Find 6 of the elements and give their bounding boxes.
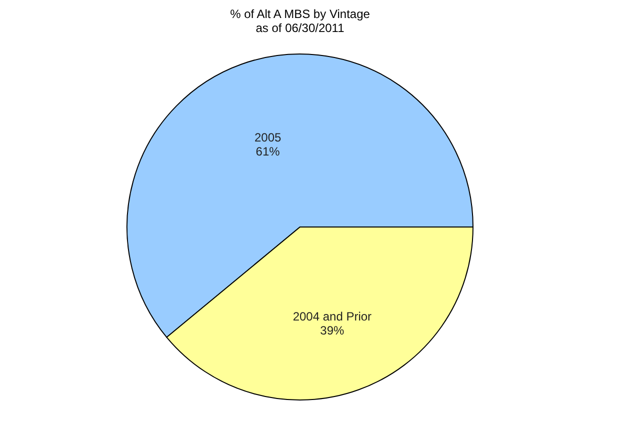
slice-label: 2004 and Prior (292, 309, 372, 324)
data-label: 61% (256, 144, 280, 159)
slice-label: 2005 (254, 130, 282, 145)
data-label: 39% (320, 323, 345, 338)
chart-subtitle: as of 06/30/2011 (256, 21, 345, 35)
chart-title: % of Alt A MBS by Vintage (230, 7, 370, 21)
